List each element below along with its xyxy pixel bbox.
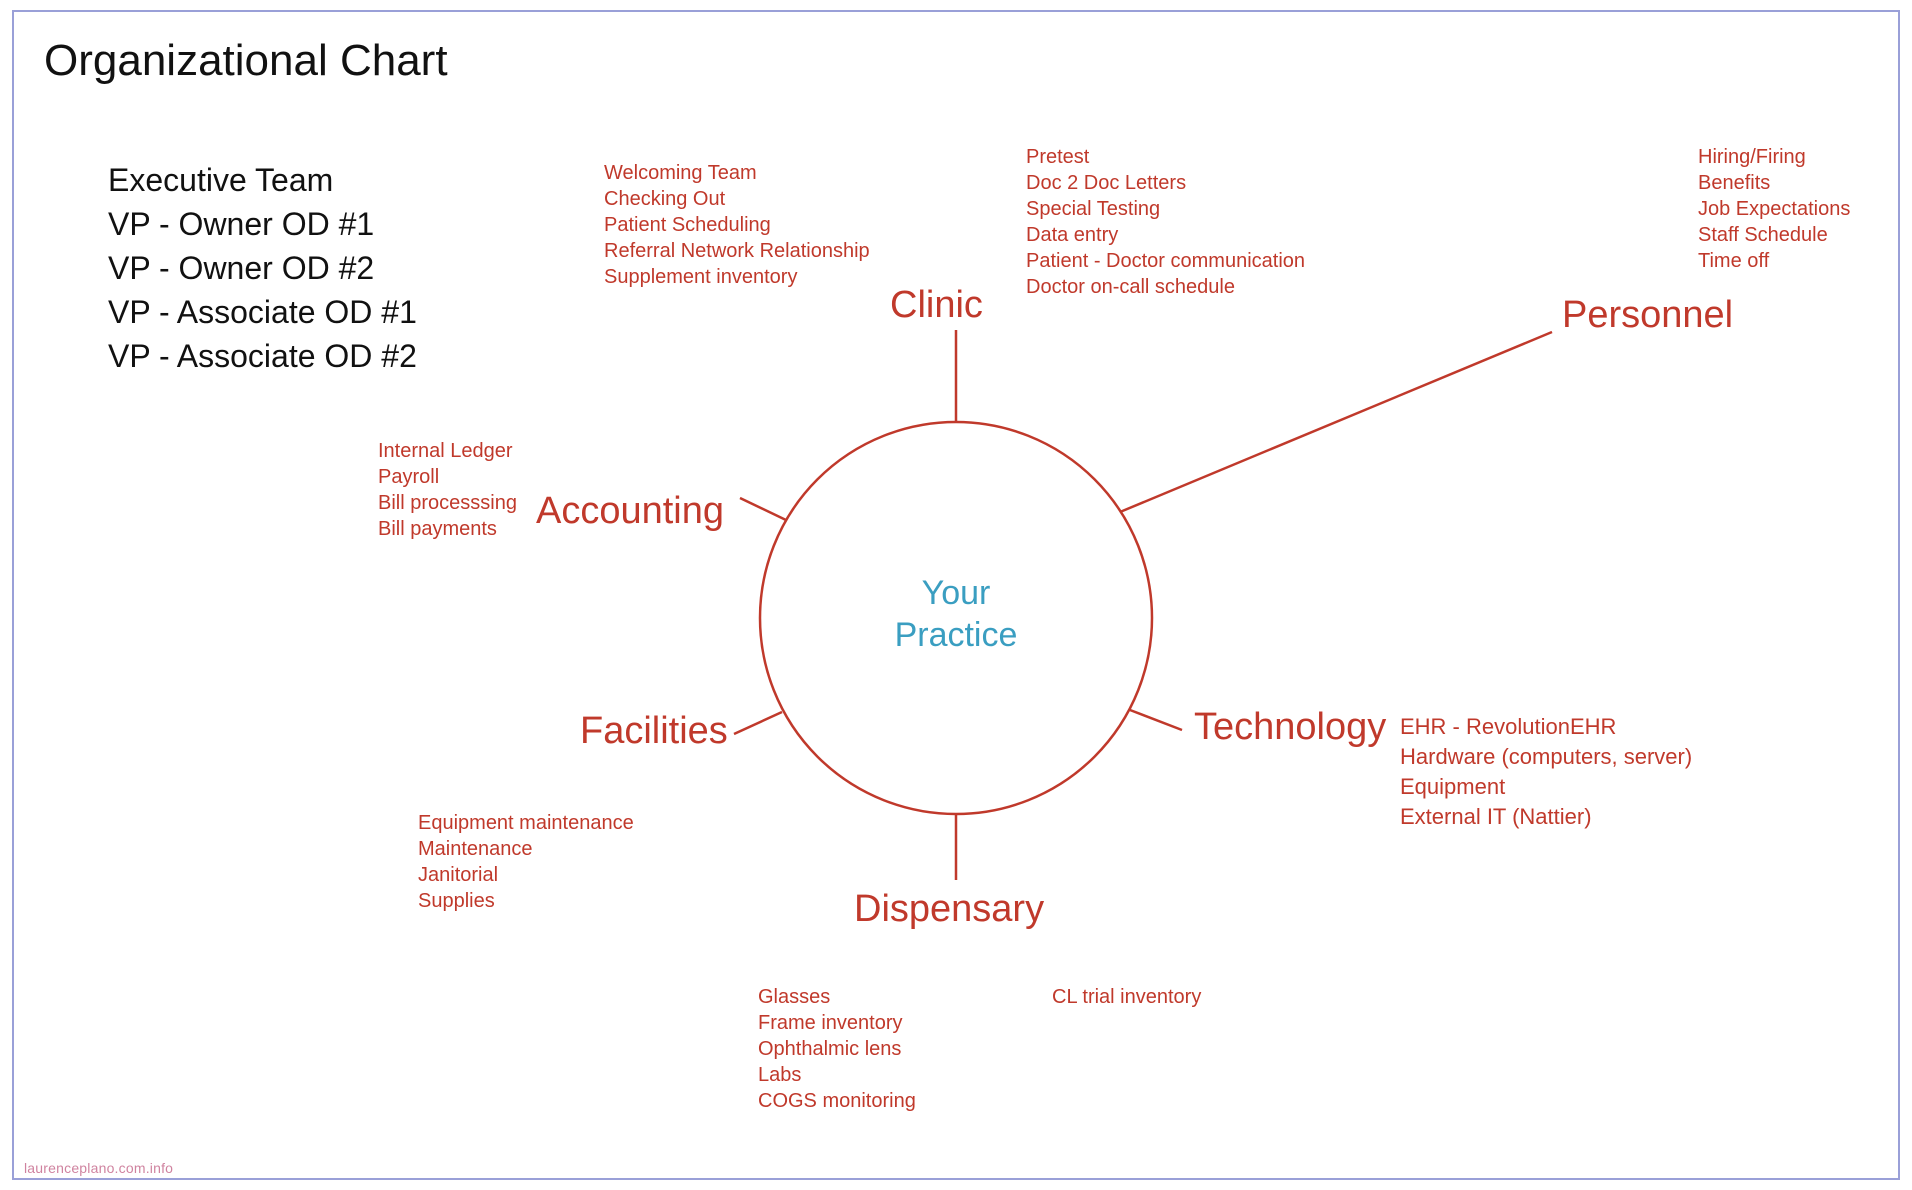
node-label-facilities: Facilities bbox=[580, 710, 728, 753]
executive-item: VP - Owner OD #1 bbox=[108, 202, 417, 246]
list-item: Referral Network Relationship bbox=[604, 238, 870, 264]
node-label-accounting: Accounting bbox=[536, 490, 724, 533]
executive-item: Executive Team bbox=[108, 158, 417, 202]
list-item: Staff Schedule bbox=[1698, 222, 1850, 248]
node-label-clinic: Clinic bbox=[890, 284, 983, 327]
items-personnel: Hiring/FiringBenefitsJob ExpectationsSta… bbox=[1698, 144, 1850, 274]
page-title: Organizational Chart bbox=[44, 36, 448, 86]
executive-team-list: Executive TeamVP - Owner OD #1VP - Owner… bbox=[108, 158, 417, 378]
list-item: Glasses bbox=[758, 984, 916, 1010]
watermark: laurenceplano.com.info bbox=[24, 1160, 173, 1176]
list-item: Equipment maintenance bbox=[418, 810, 634, 836]
list-item: Checking Out bbox=[604, 186, 870, 212]
items-clinic: PretestDoc 2 Doc LettersSpecial TestingD… bbox=[1026, 144, 1305, 300]
list-item: Pretest bbox=[1026, 144, 1305, 170]
list-item: External IT (Nattier) bbox=[1400, 802, 1692, 832]
items-dispensary: GlassesFrame inventoryOphthalmic lensLab… bbox=[758, 984, 916, 1114]
list-item: Special Testing bbox=[1026, 196, 1305, 222]
items-facilities: Equipment maintenanceMaintenanceJanitori… bbox=[418, 810, 634, 914]
list-item: Bill payments bbox=[378, 516, 517, 542]
list-item: Labs bbox=[758, 1062, 916, 1088]
list-item: Doctor on-call schedule bbox=[1026, 274, 1305, 300]
list-item: Hiring/Firing bbox=[1698, 144, 1850, 170]
list-item: Frame inventory bbox=[758, 1010, 916, 1036]
hub-label-line1: Your bbox=[836, 572, 1076, 614]
list-item: Payroll bbox=[378, 464, 517, 490]
list-item: Benefits bbox=[1698, 170, 1850, 196]
list-item: Ophthalmic lens bbox=[758, 1036, 916, 1062]
list-item: Job Expectations bbox=[1698, 196, 1850, 222]
list-item: Data entry bbox=[1026, 222, 1305, 248]
list-item: Equipment bbox=[1400, 772, 1692, 802]
node-label-dispensary: Dispensary bbox=[854, 888, 1044, 931]
executive-item: VP - Associate OD #2 bbox=[108, 334, 417, 378]
list-item: Doc 2 Doc Letters bbox=[1026, 170, 1305, 196]
list-item: Maintenance bbox=[418, 836, 634, 862]
list-item: Supplies bbox=[418, 888, 634, 914]
list-item: CL trial inventory bbox=[1052, 984, 1201, 1010]
node-label-technology: Technology bbox=[1194, 706, 1386, 749]
node-label-personnel: Personnel bbox=[1562, 294, 1733, 337]
list-item: Welcoming Team bbox=[604, 160, 870, 186]
list-item: Internal Ledger bbox=[378, 438, 517, 464]
list-item: Hardware (computers, server) bbox=[1400, 742, 1692, 772]
list-item: Bill processsing bbox=[378, 490, 517, 516]
items-welcoming: Welcoming TeamChecking OutPatient Schedu… bbox=[604, 160, 870, 290]
list-item: Patient - Doctor communication bbox=[1026, 248, 1305, 274]
executive-item: VP - Associate OD #1 bbox=[108, 290, 417, 334]
list-item: Janitorial bbox=[418, 862, 634, 888]
items-technology: EHR - RevolutionEHRHardware (computers, … bbox=[1400, 712, 1692, 832]
executive-item: VP - Owner OD #2 bbox=[108, 246, 417, 290]
hub-label: YourPractice bbox=[836, 572, 1076, 656]
list-item: Supplement inventory bbox=[604, 264, 870, 290]
hub-label-line2: Practice bbox=[836, 614, 1076, 656]
items2-dispensary: CL trial inventory bbox=[1052, 984, 1201, 1010]
list-item: Patient Scheduling bbox=[604, 212, 870, 238]
list-item: EHR - RevolutionEHR bbox=[1400, 712, 1692, 742]
list-item: Time off bbox=[1698, 248, 1850, 274]
list-item: COGS monitoring bbox=[758, 1088, 916, 1114]
items-accounting: Internal LedgerPayrollBill processsingBi… bbox=[378, 438, 517, 542]
